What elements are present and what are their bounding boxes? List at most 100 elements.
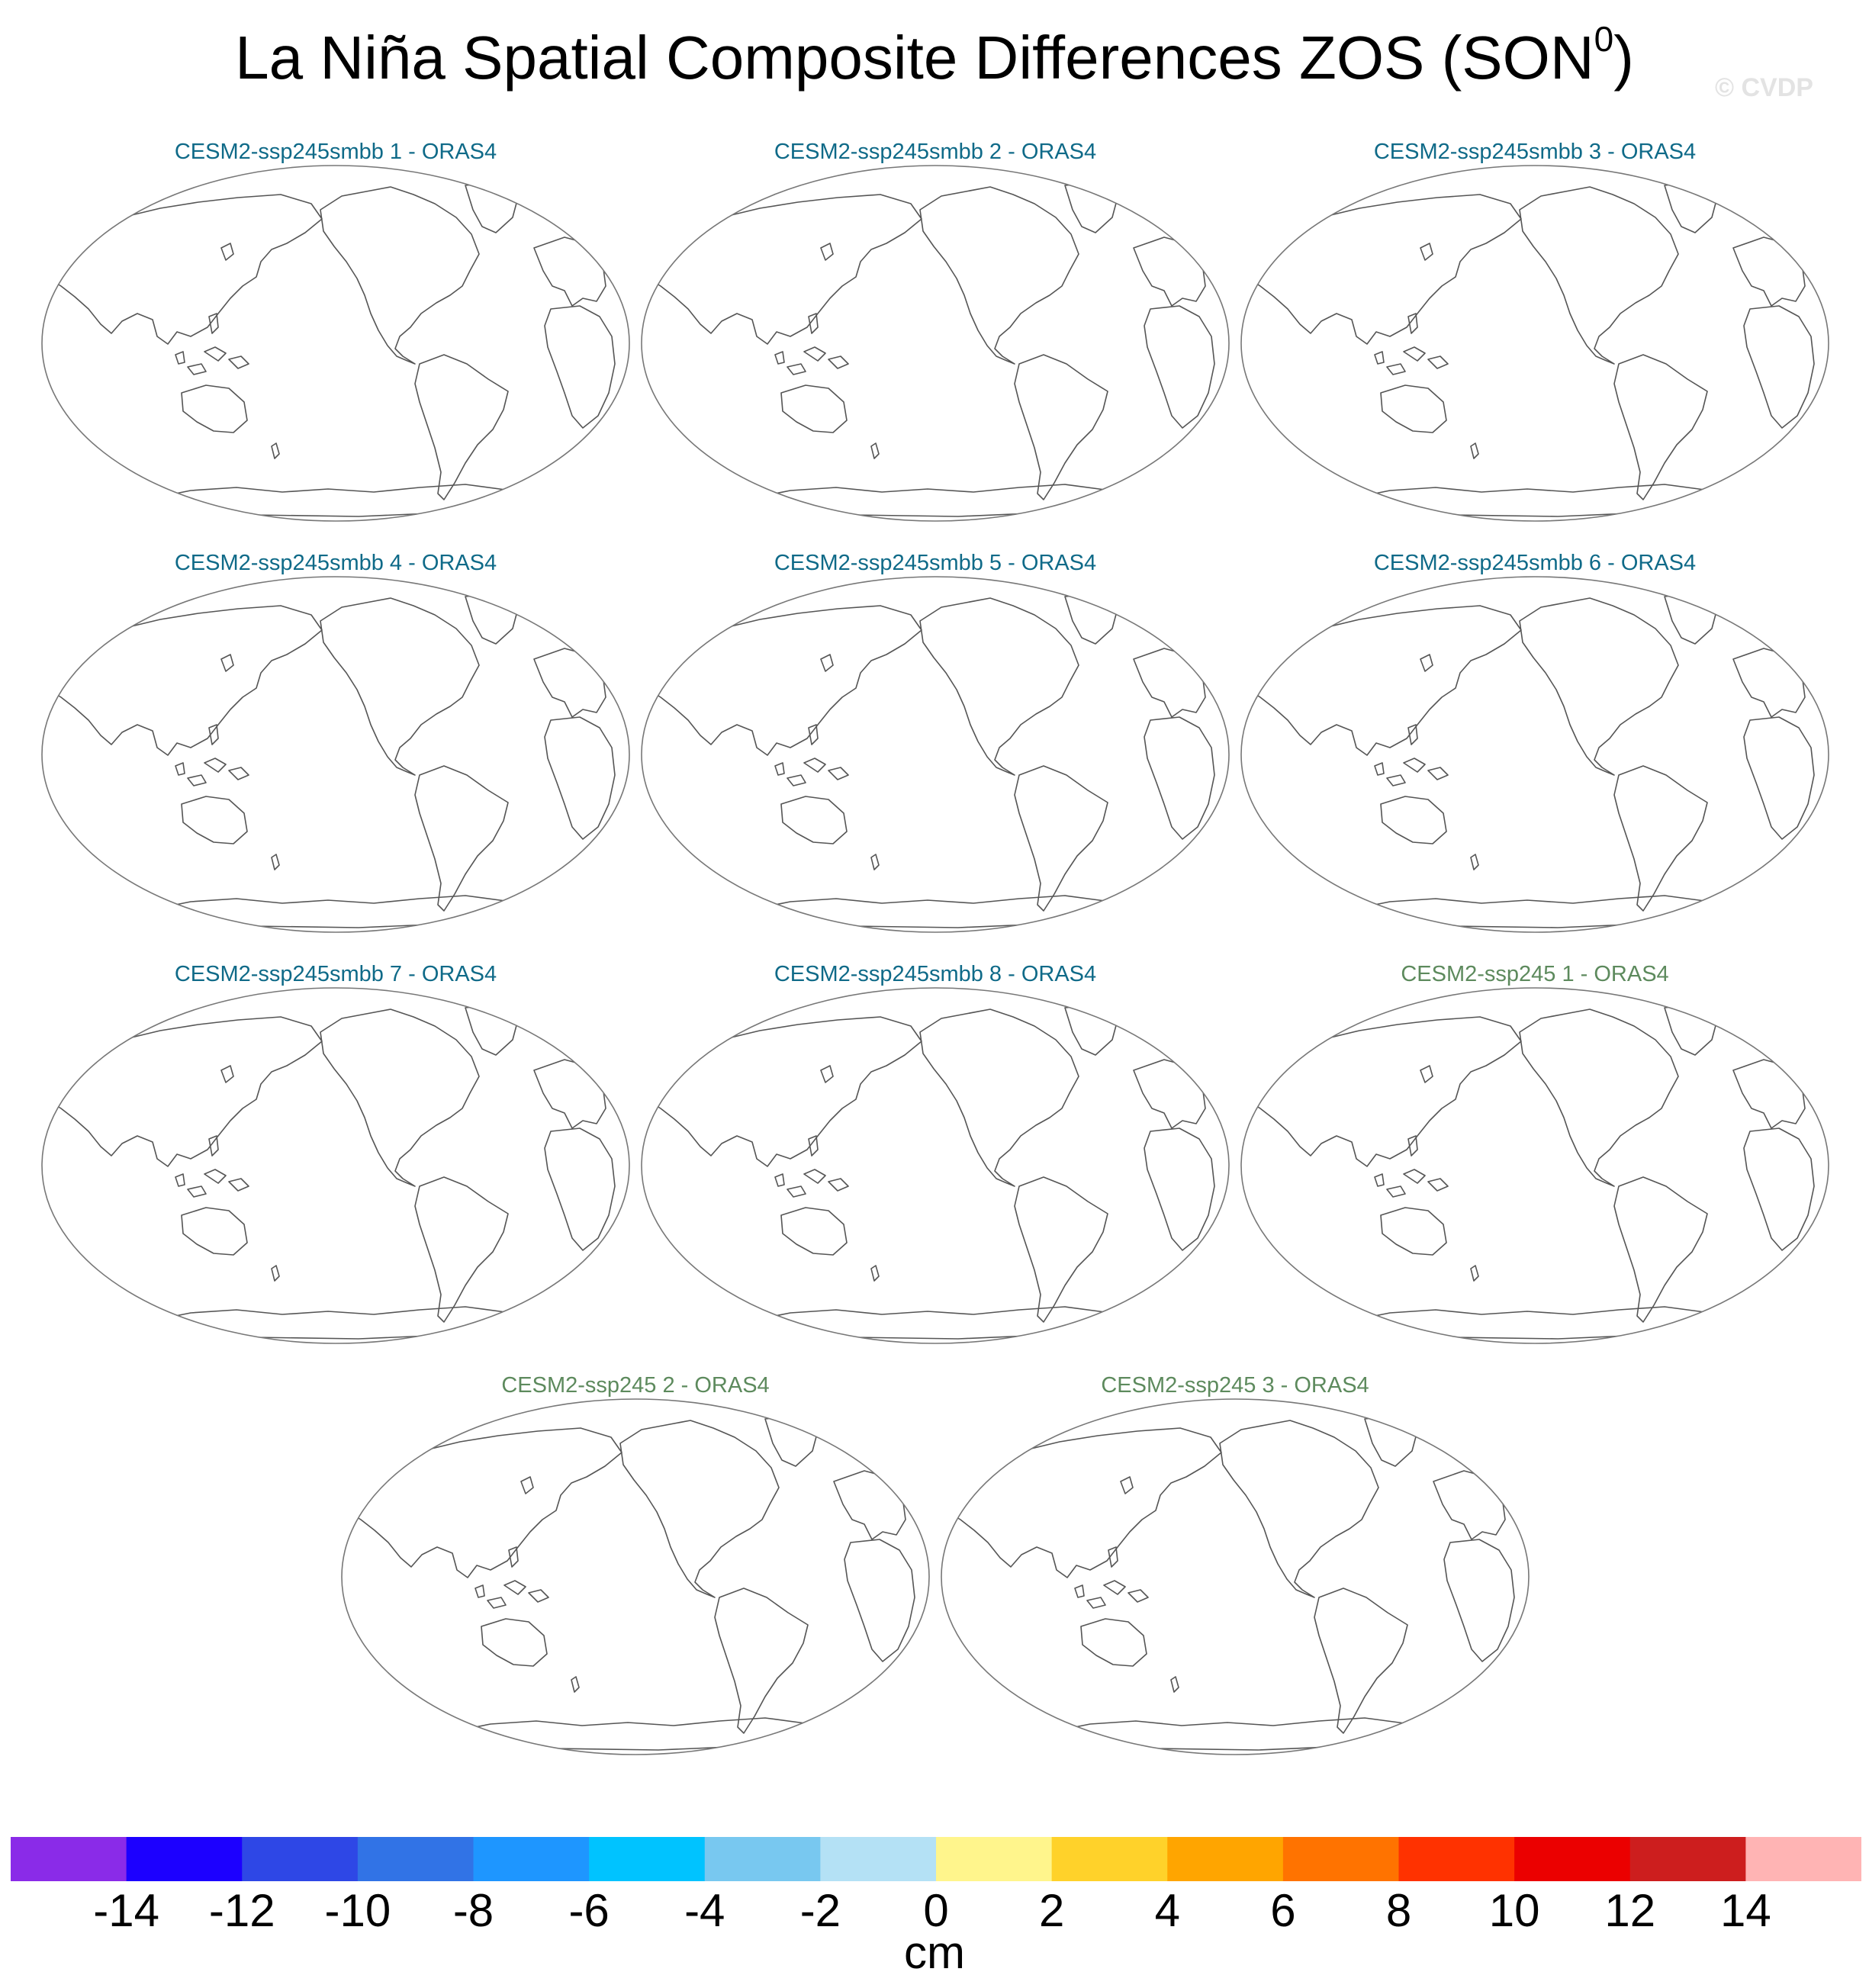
map-boundary xyxy=(641,165,1230,522)
coastline-greenland xyxy=(1064,593,1119,645)
colorbar-swatch xyxy=(1745,1837,1861,1881)
world-map xyxy=(41,576,630,933)
coastline-africa xyxy=(544,716,616,840)
panel-title: CESM2-ssp245smbb 4 - ORAS4 xyxy=(174,551,497,575)
map-panel: CESM2-ssp245smbb 8 - ORAS4 xyxy=(638,963,1233,1345)
colorbar-swatch xyxy=(1398,1837,1515,1881)
coastline-islands xyxy=(175,1065,280,1282)
coastline-eurasia xyxy=(348,1427,622,1578)
coastline-australia xyxy=(1080,1618,1147,1667)
map-boundary xyxy=(1240,165,1829,522)
colorbar xyxy=(11,1837,1861,1881)
colorbar-tick-label: 2 xyxy=(1038,1885,1065,1936)
coastline-islands xyxy=(175,243,280,459)
coastline-australia xyxy=(1380,1207,1447,1256)
coastline-northAmerica xyxy=(1519,186,1679,365)
coastline-europe xyxy=(1732,1059,1806,1129)
panel-title: CESM2-ssp245smbb 3 - ORAS4 xyxy=(1373,140,1697,164)
colorbar-swatch xyxy=(589,1837,706,1881)
colorbar-tick-label: 6 xyxy=(1270,1885,1296,1936)
coastline-australia xyxy=(1380,384,1447,433)
map-panel: CESM2-ssp245 2 - ORAS4 xyxy=(338,1375,933,1756)
map-boundary xyxy=(1240,576,1829,933)
map-boundary xyxy=(641,576,1230,933)
coastline-antarctica xyxy=(744,1306,1133,1340)
coastline-southAmerica xyxy=(414,354,509,500)
colorbar-tick-label: -4 xyxy=(684,1885,725,1936)
coastline-eurasia xyxy=(947,1427,1222,1578)
coastline-europe xyxy=(1732,236,1806,307)
figure-title-text: La Niña Spatial Composite Differences ZO… xyxy=(235,24,1594,92)
coastline-eurasia xyxy=(48,605,323,756)
coastline-africa xyxy=(1743,716,1815,840)
coastline-greenland xyxy=(465,182,520,233)
coastline-greenland xyxy=(1364,1415,1419,1467)
coastline-southAmerica xyxy=(1613,765,1708,912)
coastline-islands xyxy=(1374,243,1479,459)
coastline-europe xyxy=(1133,1059,1206,1129)
colorbar-swatch xyxy=(11,1837,127,1881)
coastline-northAmerica xyxy=(320,186,480,365)
colorbar-swatch xyxy=(704,1837,821,1881)
coastline-antarctica xyxy=(744,484,1133,517)
coastline-greenland xyxy=(1064,182,1119,233)
panel-title: CESM2-ssp245 2 - ORAS4 xyxy=(501,1373,770,1398)
map-panel: CESM2-ssp245smbb 4 - ORAS4 xyxy=(38,552,633,934)
coastline-islands xyxy=(175,654,280,870)
coastline-africa xyxy=(1443,1539,1515,1662)
colorbar-tick-label: -12 xyxy=(208,1885,275,1936)
coastline-southAmerica xyxy=(1014,1176,1108,1323)
coastline-northAmerica xyxy=(919,1008,1079,1187)
coastline-africa xyxy=(1144,1127,1215,1251)
coastline-africa xyxy=(544,1127,616,1251)
colorbar-tick-label: -2 xyxy=(799,1885,841,1936)
coastline-europe xyxy=(533,648,606,718)
coastline-islands xyxy=(1374,1065,1479,1282)
world-map xyxy=(641,987,1230,1344)
coastline-islands xyxy=(1374,654,1479,870)
coastline-southAmerica xyxy=(1613,1176,1708,1323)
world-map xyxy=(41,165,630,522)
coastline-northAmerica xyxy=(1519,1008,1679,1187)
panel-title: CESM2-ssp245smbb 6 - ORAS4 xyxy=(1373,551,1697,575)
coastline-greenland xyxy=(1664,182,1719,233)
colorbar-swatch xyxy=(820,1837,937,1881)
coastline-northAmerica xyxy=(1519,597,1679,776)
panel-title: CESM2-ssp245 3 - ORAS4 xyxy=(1101,1373,1369,1398)
coastline-australia xyxy=(481,1618,548,1667)
colorbar-tick-label: -14 xyxy=(93,1885,159,1936)
map-panel: CESM2-ssp245smbb 2 - ORAS4 xyxy=(638,141,1233,523)
world-map xyxy=(641,165,1230,522)
map-boundary xyxy=(41,576,630,933)
coastline-southAmerica xyxy=(1014,354,1108,500)
coastline-australia xyxy=(181,384,248,433)
coastline-greenland xyxy=(1064,1004,1119,1056)
coastline-antarctica xyxy=(1343,1306,1732,1340)
coastline-eurasia xyxy=(48,1016,323,1167)
coastline-greenland xyxy=(465,1004,520,1056)
colorbar-swatch xyxy=(242,1837,359,1881)
coastline-africa xyxy=(1743,1127,1815,1251)
coastline-southAmerica xyxy=(414,1176,509,1323)
coastline-europe xyxy=(533,1059,606,1129)
coastline-australia xyxy=(181,796,248,844)
map-boundary xyxy=(941,1398,1530,1755)
colorbar-swatch xyxy=(936,1837,1053,1881)
coastline-eurasia xyxy=(648,194,922,345)
coastline-islands xyxy=(774,1065,880,1282)
coastline-northAmerica xyxy=(320,597,480,776)
world-map xyxy=(341,1398,930,1755)
coastline-islands xyxy=(774,654,880,870)
coastline-australia xyxy=(780,796,848,844)
coastline-northAmerica xyxy=(320,1008,480,1187)
coastline-antarctica xyxy=(744,895,1133,928)
world-map xyxy=(1240,987,1829,1344)
colorbar-swatch xyxy=(1282,1837,1400,1881)
coastline-australia xyxy=(780,384,848,433)
coastline-australia xyxy=(181,1207,248,1256)
colorbar-swatch xyxy=(357,1837,474,1881)
coastline-eurasia xyxy=(48,194,323,345)
map-panel: CESM2-ssp245smbb 6 - ORAS4 xyxy=(1237,552,1832,934)
map-panel: CESM2-ssp245smbb 7 - ORAS4 xyxy=(38,963,633,1345)
map-panel: CESM2-ssp245smbb 5 - ORAS4 xyxy=(638,552,1233,934)
